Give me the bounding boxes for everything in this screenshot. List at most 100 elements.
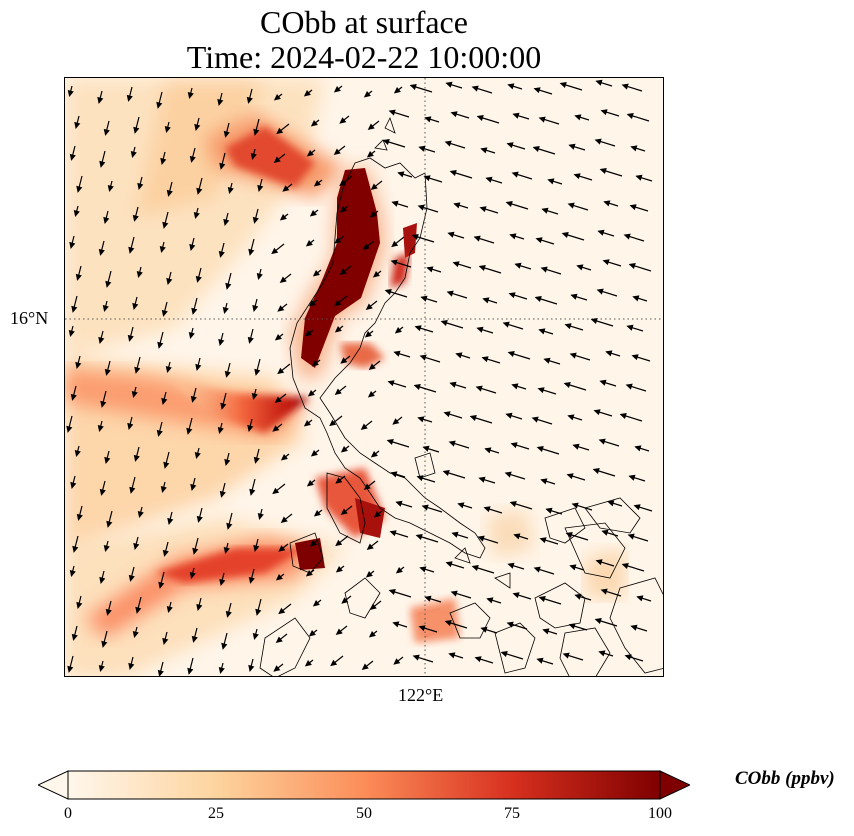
wind-arrow-head [573,173,581,180]
wind-arrow-head [310,449,318,457]
wind-arrow-head [624,654,632,661]
wind-arrow-head [223,218,230,226]
wind-arrow-head [310,119,318,127]
wind-arrow-head [455,352,463,359]
wind-arrow-head [275,573,283,581]
wind-arrow-head [536,657,544,664]
wind-arrow-head [599,168,607,174]
wind-arrow-head [416,475,424,482]
wind-arrow-head [446,290,454,297]
wind-arrow-head [189,571,196,580]
wind-arrow-head [223,130,230,138]
wind-arrow-head [600,109,608,116]
wind-arrow-head [252,632,259,641]
wind-arrow-head [76,513,83,521]
wind-arrow-head [565,532,573,538]
wind-arrow-head [309,539,317,547]
wind-arrow-head [219,162,226,170]
wind-arrow-head [632,295,640,302]
wind-arrow-head [511,383,519,390]
wind-arrow-head [502,321,510,328]
wind-arrow-head [339,179,347,187]
wind-arrow-head [500,651,508,657]
wind-arrow-head [100,400,107,408]
wind-arrow-head [102,304,109,313]
wind-arrow-head [471,85,479,92]
colorbar-tick-100: 100 [648,805,672,822]
wind-arrow-head [104,456,111,464]
wind-arrow-head [507,562,515,569]
wind-arrow-head [540,478,548,485]
wind-arrow-head [482,297,490,304]
wind-arrow-head [390,471,398,478]
wind-arrow-head [187,91,194,100]
wind-arrow-head [189,155,196,163]
wind-arrow-head [630,624,638,631]
wind-arrow-head [69,153,76,161]
wind-arrow-head [335,565,343,573]
wind-arrow-head [253,544,260,552]
wind-arrow-head [512,112,520,119]
wind-arrow-head [279,213,287,221]
wind-arrow-head [194,451,201,460]
wind-arrow-head [369,210,377,218]
wind-arrow-head [419,566,427,573]
wind-arrow-head [389,530,397,537]
latitude-tick-label: 16°N [10,308,49,328]
colorbar-min-extend [38,770,69,800]
wind-arrow-head [449,381,457,388]
wind-arrow-head [340,357,348,364]
wind-arrow-head [395,566,403,574]
wind-arrow-head [339,205,347,213]
wind-arrow-head [218,250,225,258]
wind-arrow-head [417,204,425,211]
wind-arrow-head [193,211,200,220]
wind-arrow-head [424,116,432,123]
wind-arrow-head [159,245,166,254]
wind-arrow-head [413,384,421,390]
wind-arrow-head [307,389,315,397]
wind-arrow-head [273,156,281,163]
wind-arrow-head [393,350,401,357]
wind-arrow-head [607,500,615,507]
wind-arrow-head [217,98,224,106]
wind-arrow-head [191,635,198,643]
wind-arrow-head [537,387,545,394]
wind-arrow-head [70,393,77,401]
wind-arrow-head [335,539,343,547]
wind-arrow-head [67,89,74,98]
wind-arrow-head [422,445,430,452]
wind-arrow-head [271,247,279,255]
wind-arrow-head [538,116,546,123]
wind-arrow-head [99,488,106,496]
wind-arrow-head [538,596,546,602]
map-time: Time: 2024-02-22 10:00:00 [186,39,542,75]
wind-arrow-head [304,659,312,667]
map-panel [64,77,664,677]
wind-arrow-head [448,440,456,447]
wind-arrow-head [605,350,613,357]
wind-arrow-head [75,361,82,369]
colorbar-tick-50: 50 [356,805,372,822]
wind-arrow-head [127,334,134,342]
wind-arrow-head [386,439,394,445]
wind-arrow-head [103,216,110,224]
colorbar-label: CObb (ppbv) [735,768,835,789]
wind-arrow-head [625,383,633,390]
wind-arrow-head [571,502,579,509]
wind-arrow-head [567,414,575,421]
wind-arrow-head [313,509,321,517]
wind-arrow-head [626,324,634,331]
wind-arrow-head [340,508,348,515]
gridlines [65,78,663,676]
wind-arrow-head [369,603,377,610]
wind-arrow-head [196,515,203,523]
wind-arrow-head [71,305,78,313]
wind-arrow-head [388,109,396,116]
wind-arrow-head [224,370,231,378]
wind-arrow-head [603,200,611,207]
wind-arrow-head [162,221,169,229]
wind-arrow-head [105,280,112,288]
wind-arrow-head [480,626,488,633]
wind-arrow-head [256,272,263,281]
